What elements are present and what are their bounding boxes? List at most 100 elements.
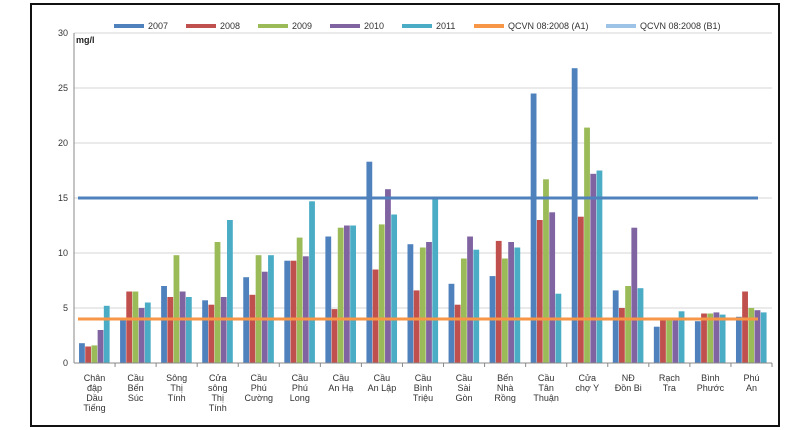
- x-category-label-line: Phước: [697, 383, 725, 393]
- y-tick-label: 0: [63, 358, 68, 368]
- x-category-label-line: Cường: [245, 393, 273, 403]
- x-category-label: Chân đập Dầu Tiếng: [83, 373, 105, 413]
- x-category-label-line: Tính: [168, 393, 186, 403]
- bar-2009: [707, 313, 714, 363]
- x-category-label-line: Cầu: [251, 373, 268, 383]
- bar-2009: [296, 237, 303, 363]
- legend: 2007 2008 2009 2010 2011 QCVN 08:2008 (A1) QCV…: [114, 21, 721, 31]
- bar-2009: [748, 308, 755, 363]
- bar-2008: [167, 297, 174, 363]
- legend-label: QCVN 08:2008 (B1): [640, 21, 721, 31]
- bar-2010: [467, 236, 473, 363]
- x-category-label: Cầu Sài Gòn: [456, 373, 473, 403]
- x-category-label-line: Cầu: [292, 373, 309, 383]
- bar-2010: [343, 225, 350, 363]
- bar-2010: [713, 312, 720, 363]
- chart-frame: 0 5 10 15 20 25 30 Chân đập Dầu Tiếng Cầu Bến Súc Sông…: [30, 3, 780, 427]
- x-category-label: Bình Phước: [697, 373, 725, 393]
- x-category-label-line: Rồng: [494, 393, 516, 403]
- x-category-label: Cầu Tân Thuận: [533, 373, 559, 403]
- y-tick-label: 10: [58, 248, 68, 258]
- x-category-label-line: Bình: [701, 373, 720, 383]
- x-category-label-line: chợ Y: [575, 383, 599, 393]
- bar-2011: [473, 249, 480, 363]
- bar-2008: [495, 240, 502, 363]
- bar-2010: [631, 227, 638, 363]
- bar-2008: [618, 308, 625, 363]
- bar-2009: [173, 255, 180, 363]
- x-category-label-line: Cầu: [127, 373, 144, 383]
- bar-2011: [309, 201, 315, 363]
- bar-2009: [132, 291, 139, 363]
- bar-2008: [660, 319, 666, 363]
- bar-2011: [185, 297, 192, 363]
- x-category-label-line: Thuận: [533, 393, 559, 403]
- x-category-label: Cầu Phú Long: [290, 373, 310, 403]
- bar-2010: [590, 173, 597, 363]
- x-category-label-line: Cầu: [333, 373, 350, 383]
- x-category-label-line: Gòn: [456, 393, 473, 403]
- bar-2007: [653, 326, 660, 363]
- bar-2007: [612, 290, 619, 363]
- bar-2008: [249, 294, 256, 363]
- x-category-label-line: Phú: [292, 383, 308, 393]
- x-category-label-line: Nhà: [497, 383, 514, 393]
- bar-2008: [536, 220, 543, 363]
- bar-2011: [227, 220, 233, 363]
- bar-2011: [637, 288, 644, 363]
- x-category-label-line: Cầu: [415, 373, 432, 383]
- bar-2008: [126, 291, 133, 363]
- bar-2010: [426, 242, 432, 363]
- x-category-label-line: An Hạ: [328, 383, 353, 393]
- x-category-label: Cầu Bình Triệu: [413, 373, 433, 403]
- x-category-label-line: đập: [87, 383, 102, 393]
- x-category-label-line: Bến: [128, 383, 144, 393]
- x-category-label: Cầu An Lập: [368, 373, 397, 393]
- bar-2010: [672, 319, 679, 363]
- x-category-label-line: Đồn Bi: [615, 383, 642, 393]
- x-category-label-line: NĐ: [622, 373, 635, 383]
- bar-2009: [584, 127, 590, 363]
- bar-2007: [202, 300, 209, 363]
- bar-2007: [79, 343, 85, 363]
- bar-2011: [268, 255, 274, 363]
- bar-2011: [432, 198, 439, 363]
- x-category-label: Sông Thị Tính: [166, 373, 187, 403]
- x-category-label-line: Sài: [458, 383, 471, 393]
- x-category-label-line: Súc: [128, 393, 144, 403]
- bar-2009: [460, 258, 467, 363]
- bar-2011: [103, 305, 110, 363]
- legend-label: 2010: [364, 21, 384, 31]
- bar-2009: [625, 286, 631, 363]
- bar-2007: [694, 321, 701, 363]
- x-category-label-line: Rạch: [659, 373, 680, 383]
- bar-2011: [719, 314, 726, 363]
- x-category-label: Phú An: [743, 373, 759, 393]
- x-category-label: Bến Nhà Rồng: [494, 373, 516, 403]
- x-category-label-line: Chân: [84, 373, 106, 383]
- bar-2010: [754, 310, 761, 363]
- bar-2007: [366, 161, 373, 363]
- bar-2010: [385, 189, 391, 363]
- bar-2009: [419, 247, 426, 363]
- bar-2010: [508, 242, 515, 363]
- bar-2007: [530, 93, 537, 363]
- bar-2009: [502, 258, 508, 363]
- x-category-label-line: Tính: [209, 403, 227, 413]
- x-category-label: Rạch Tra: [659, 373, 680, 393]
- legend-label: 2008: [220, 21, 240, 31]
- x-category-label-line: Cầu: [456, 373, 473, 383]
- legend-label: 2009: [292, 21, 312, 31]
- y-tick-label: 5: [63, 303, 68, 313]
- y-axis-unit-label: mg/l: [76, 35, 95, 45]
- bar-2008: [577, 216, 584, 363]
- x-category-label-line: Cầu: [538, 373, 555, 383]
- y-tick-label: 30: [58, 28, 68, 38]
- y-tick-label: 20: [58, 138, 68, 148]
- x-category-label-line: Cửa: [578, 373, 596, 383]
- bar-2011: [555, 293, 562, 363]
- legend-label: 2007: [148, 21, 168, 31]
- x-category-label: Cửa chợ Y: [575, 373, 599, 393]
- legend-label: QCVN 08:2008 (A1): [508, 21, 589, 31]
